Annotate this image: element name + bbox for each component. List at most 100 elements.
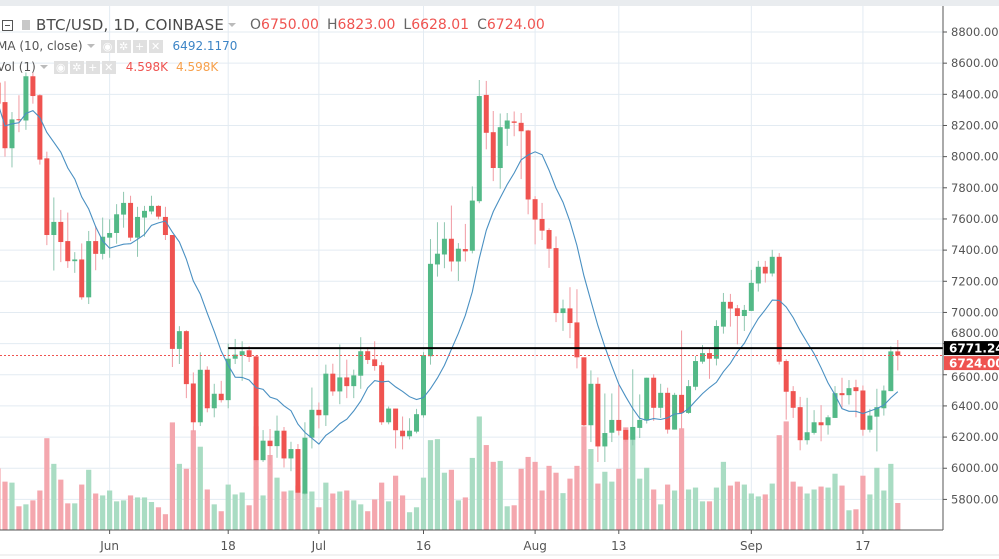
candle-body <box>804 432 810 441</box>
volume-bar <box>846 510 852 530</box>
last-price-label: 6724.00 <box>949 357 999 371</box>
volume-bar <box>860 475 866 530</box>
open-value: 6750.00 <box>261 17 319 33</box>
volume-bars <box>0 416 901 530</box>
volume-bar <box>169 422 175 530</box>
eye-icon[interactable]: ◉ <box>100 39 115 53</box>
vol-ma-value: 4.598K <box>176 60 219 74</box>
candle-body <box>379 365 385 423</box>
high-value: 6823.00 <box>337 17 396 33</box>
gear-icon[interactable]: ✲ <box>69 60 84 74</box>
volume-bar <box>246 505 252 530</box>
price-tick-label: 8600.00 <box>951 56 999 70</box>
volume-bar <box>420 477 427 530</box>
candle-body <box>448 238 454 262</box>
price-tick-label: 7000.00 <box>951 305 999 319</box>
grid <box>0 6 943 530</box>
candle-body <box>769 256 775 274</box>
candle-body <box>344 377 350 387</box>
ma-name[interactable]: MA (10, close) <box>0 39 83 53</box>
vol-value: 4.598K <box>125 60 168 74</box>
volume-bar <box>120 500 127 530</box>
candle-body <box>169 235 175 349</box>
candle-body <box>365 351 371 360</box>
candle-body <box>811 422 817 433</box>
volume-bar <box>623 427 629 530</box>
candle-body <box>65 241 71 262</box>
volume-bar <box>267 454 273 530</box>
chevron-down-icon[interactable] <box>228 23 236 27</box>
price-tick-label: 8200.00 <box>951 118 999 132</box>
collapse-legend-icon[interactable] <box>2 19 13 31</box>
candle-body <box>232 354 238 359</box>
vol-name[interactable]: Vol (1) <box>0 60 36 74</box>
plus-icon[interactable]: + <box>132 39 147 53</box>
candle-body <box>895 351 901 356</box>
volume-bar <box>476 416 482 530</box>
close-icon[interactable]: ✕ <box>148 39 163 53</box>
price-tick-label: 7200.00 <box>951 274 999 288</box>
candle-body <box>574 322 580 358</box>
volume-bar <box>588 449 594 530</box>
candle-body <box>51 221 57 236</box>
candle-body <box>783 361 789 392</box>
volume-bar <box>2 481 8 530</box>
close-icon[interactable]: ✕ <box>101 60 116 74</box>
volume-bar <box>595 483 601 530</box>
candle-body <box>107 232 113 238</box>
volume-bar <box>504 506 510 530</box>
volume-bar <box>72 503 78 530</box>
volume-bar <box>190 430 196 530</box>
candle-body <box>727 301 733 309</box>
volume-bar <box>434 439 441 530</box>
price-tick-label: 8000.00 <box>951 150 999 164</box>
volume-bar <box>253 426 259 530</box>
volume-bar <box>720 461 727 530</box>
close-label: C <box>477 17 487 33</box>
chevron-down-icon[interactable] <box>86 44 95 48</box>
volume-bar <box>330 493 336 530</box>
candle-body <box>644 377 650 421</box>
volume-bar <box>658 504 664 530</box>
candle-body <box>525 130 531 200</box>
candle-body <box>790 391 796 408</box>
chevron-down-icon[interactable] <box>39 65 48 69</box>
candle-body <box>476 96 482 202</box>
candle-body <box>623 429 629 440</box>
volume-bar <box>37 490 43 530</box>
volume-bar <box>825 487 831 530</box>
volume-bar <box>176 463 182 530</box>
symbol-title[interactable]: BTC/USD, 1D, COINBASE <box>36 16 224 34</box>
candle-body <box>546 230 552 249</box>
candle-body <box>323 373 329 416</box>
plus-icon[interactable]: + <box>85 60 100 74</box>
volume-bar <box>462 497 468 530</box>
candle-body <box>114 214 120 233</box>
volume-bar <box>811 489 817 530</box>
price-tick-label: 7800.00 <box>951 181 999 195</box>
flag-icon[interactable] <box>22 20 30 30</box>
price-tick-label: 8800.00 <box>951 25 999 39</box>
gear-icon[interactable]: ✲ <box>116 39 131 53</box>
candle-body <box>330 373 336 392</box>
volume-bar <box>685 489 692 530</box>
volume-bar <box>469 457 475 530</box>
candle-body <box>183 331 189 385</box>
candle-body <box>679 394 685 413</box>
volume-bar <box>86 469 92 530</box>
volume-bar <box>351 500 357 530</box>
volume-bar <box>93 493 99 530</box>
candle-body <box>867 415 873 430</box>
volume-bar <box>65 503 71 530</box>
volume-legend: Vol (1) ◉ ✲ + ✕ 4.598K 4.598K <box>0 59 218 75</box>
volume-bar <box>316 507 322 530</box>
candle-body <box>560 308 566 314</box>
candle-body <box>497 127 503 169</box>
candle-body <box>741 309 747 317</box>
eye-icon[interactable]: ◉ <box>53 60 68 74</box>
hline-price-label-bg <box>944 341 999 356</box>
volume-bar <box>218 511 224 530</box>
candle-body <box>372 359 378 367</box>
volume-bar <box>790 481 796 530</box>
